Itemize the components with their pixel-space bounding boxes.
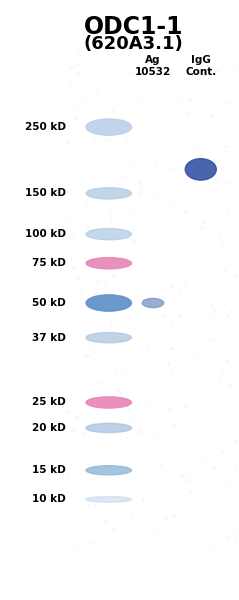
- Ellipse shape: [86, 188, 131, 199]
- Ellipse shape: [86, 497, 131, 502]
- Ellipse shape: [185, 158, 216, 180]
- Ellipse shape: [142, 298, 164, 308]
- Ellipse shape: [86, 332, 131, 343]
- Ellipse shape: [86, 119, 131, 135]
- Text: 10 kD: 10 kD: [32, 494, 66, 505]
- Text: 50 kD: 50 kD: [32, 298, 66, 308]
- Text: 150 kD: 150 kD: [25, 188, 66, 199]
- Text: (620A3.1): (620A3.1): [84, 35, 184, 53]
- Text: Ag
10532: Ag 10532: [135, 55, 171, 77]
- Ellipse shape: [86, 424, 131, 433]
- Text: 250 kD: 250 kD: [25, 122, 66, 132]
- Text: ODC1-1: ODC1-1: [84, 15, 184, 39]
- Text: 20 kD: 20 kD: [32, 423, 66, 433]
- Ellipse shape: [86, 295, 131, 311]
- Text: 15 kD: 15 kD: [32, 465, 66, 475]
- Ellipse shape: [86, 257, 131, 269]
- Text: 100 kD: 100 kD: [25, 229, 66, 239]
- Text: IgG
Cont.: IgG Cont.: [185, 55, 216, 77]
- Ellipse shape: [86, 466, 131, 475]
- Ellipse shape: [86, 229, 131, 240]
- Text: 75 kD: 75 kD: [32, 258, 66, 268]
- Text: 37 kD: 37 kD: [32, 332, 66, 343]
- Text: 25 kD: 25 kD: [32, 397, 66, 407]
- Ellipse shape: [86, 397, 131, 408]
